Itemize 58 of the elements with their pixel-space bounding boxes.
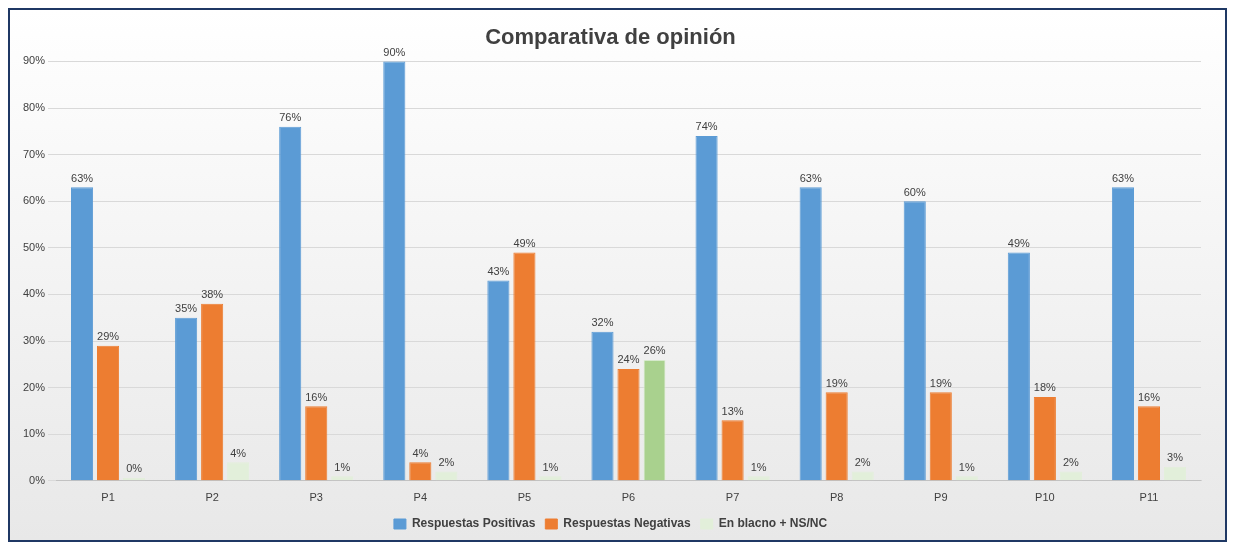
data-label: 49% [1007,236,1031,249]
data-label: 63% [71,171,94,184]
y-tick-label: 50% [22,240,46,253]
legend-label: En blacno + NS/NC [718,516,828,531]
data-label: 13% [721,404,744,417]
data-label: 16% [305,390,328,403]
y-tick-label: 60% [22,194,46,207]
x-tick-label: P3 [309,491,323,504]
data-label: 1% [334,460,351,473]
legend-label: Respuestas Positivas [411,516,536,531]
data-label: 16% [1137,390,1161,403]
data-label: 38% [201,288,224,301]
legend-label: Respuestas Negativas [563,516,692,531]
y-tick-label: 40% [22,287,46,300]
y-tick-label: 20% [22,380,46,393]
chart-title: Comparativa de opinión [485,24,736,50]
data-label: 19% [825,376,848,389]
data-label: 49% [513,236,536,249]
data-label: 2% [1062,456,1080,469]
data-label: 76% [279,111,302,124]
y-tick-label: 70% [22,147,46,160]
data-label: 1% [542,460,559,473]
x-tick-label: P5 [517,491,532,504]
x-tick-label: P10 [1035,491,1055,504]
x-tick-label: P2 [205,491,219,504]
x-tick-label: P6 [621,491,636,504]
data-label: 4% [412,446,429,459]
data-label: 63% [799,171,822,184]
data-label: 24% [617,353,640,366]
data-label: 43% [487,264,510,277]
data-label: 74% [695,120,718,133]
data-label: 26% [643,344,666,357]
data-label: 1% [958,460,975,473]
x-tick-label: P11 [1139,491,1159,504]
data-label: 60% [903,185,926,198]
data-label: 18% [1033,381,1057,394]
data-label: 1% [750,460,767,473]
y-tick-label: 80% [22,101,46,114]
data-label: 29% [97,330,120,343]
x-tick-label: P8 [829,491,844,504]
data-label: 35% [175,302,198,315]
data-label: 19% [929,376,952,389]
data-label: 2% [854,456,871,469]
y-tick-label: 30% [22,334,46,347]
x-tick-label: P1 [101,491,115,504]
data-label: 90% [383,45,406,58]
y-tick-label: 10% [22,427,46,440]
data-label: 3% [1167,451,1184,464]
y-tick-label: 0% [29,473,46,486]
y-tick-label: 90% [22,54,46,67]
data-label: 4% [230,446,247,459]
data-label: 63% [1111,171,1135,184]
x-tick-label: P4 [413,491,428,504]
x-tick-label: P7 [725,491,740,504]
x-tick-label: P9 [934,491,948,504]
data-label: 32% [591,316,614,329]
data-label: 2% [438,456,455,469]
data-label: 0% [126,462,143,475]
